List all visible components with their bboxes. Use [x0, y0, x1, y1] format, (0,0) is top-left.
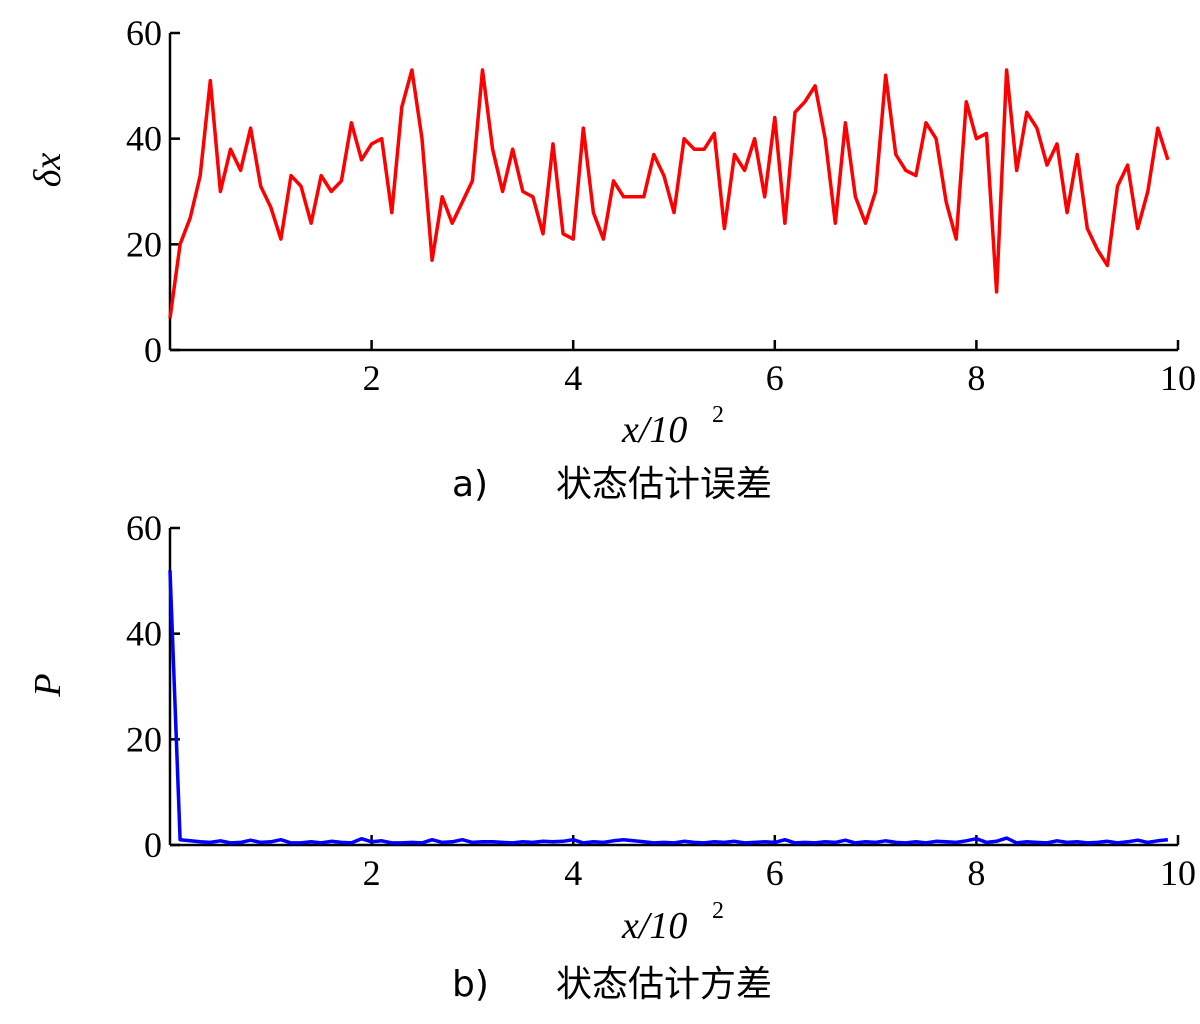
panel-b-x-tick-label: 6 — [766, 853, 784, 893]
panel-a-y-tick-label: 40 — [126, 119, 162, 159]
panel-b-x-tick-label: 2 — [363, 853, 381, 893]
panel-b-x-tick-label: 10 — [1160, 853, 1196, 893]
panel-a-x-tick-label: 6 — [766, 358, 784, 398]
panel-a-plot-area: 0 20 40 60 2 4 6 8 10 — [126, 13, 1196, 398]
panel-b-x-axis-label: x/10 2 — [621, 898, 724, 947]
panel-a-y-tick-label: 0 — [144, 330, 162, 370]
panel-a-x-tick-label: 2 — [363, 358, 381, 398]
panel-a-y-tick-label: 20 — [126, 224, 162, 264]
panel-a-x-axis-label: x/10 2 — [621, 402, 724, 451]
panel-a-x-tick-label: 8 — [967, 358, 985, 398]
panel-b-y-tick-label: 20 — [126, 719, 162, 759]
panel-b-y-axis-label: P — [27, 673, 69, 697]
panel-b-caption: b) 状态估计方差 — [452, 964, 772, 1005]
panel-a-state-estimation-error: 0 20 40 60 2 4 6 8 10 δx x/10 2 a) 状态估计误差 — [27, 13, 1196, 505]
panel-b-caption-text: 状态估计方差 — [556, 964, 772, 1005]
panel-b-y-tick-label: 60 — [126, 508, 162, 548]
panel-b-caption-prefix: b) — [452, 964, 489, 1005]
panel-b-plot-area: 0 20 40 60 2 4 6 8 10 — [126, 508, 1196, 893]
panel-a-caption-prefix: a) — [452, 464, 488, 505]
panel-a-x-tick-label: 10 — [1160, 358, 1196, 398]
panel-a-y-axis-label: δx — [27, 153, 69, 188]
panel-a-x-axis-label-exponent: 2 — [712, 402, 724, 428]
panel-a-y-tick-label: 60 — [126, 13, 162, 53]
panel-b-x-tick-label: 8 — [967, 853, 985, 893]
panel-b-x-tick-label: 4 — [564, 853, 582, 893]
panel-a-caption-text: 状态估计误差 — [556, 464, 772, 505]
panel-b-state-estimation-variance: 0 20 40 60 2 4 6 8 10 P x/10 2 b) 状态估计方差 — [27, 508, 1196, 1005]
panel-a-series-line — [168, 68, 1170, 319]
panel-b-x-axis-label-main: x/10 — [621, 905, 687, 947]
panel-b-series-line — [168, 570, 1169, 845]
panel-b-y-tick-label: 40 — [126, 614, 162, 654]
panel-a-caption: a) 状态估计误差 — [452, 464, 772, 505]
panel-b-y-tick-label: 0 — [144, 825, 162, 865]
panel-a-x-axis-label-main: x/10 — [621, 409, 687, 451]
panel-a-x-tick-label: 4 — [564, 358, 582, 398]
panel-b-x-axis-label-exponent: 2 — [712, 898, 724, 924]
